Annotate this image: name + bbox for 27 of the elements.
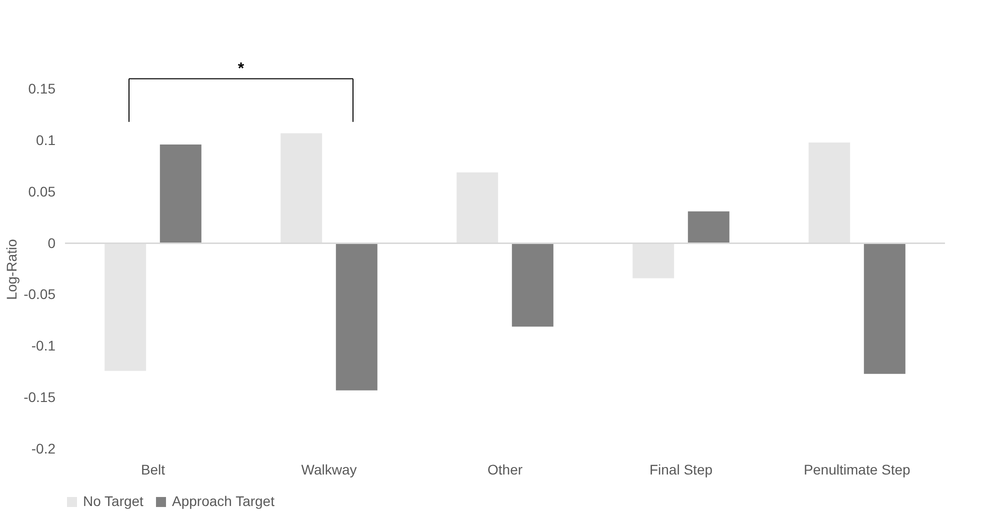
y-tick-label: -0.05	[24, 286, 56, 302]
y-axis-title: Log-Ratio	[4, 238, 20, 300]
y-tick-label: 0.15	[28, 80, 56, 96]
bar	[808, 142, 850, 244]
y-tick-label: 0	[48, 234, 56, 251]
bar	[512, 243, 554, 327]
bar	[336, 243, 378, 390]
x-tick-label: Final Step	[649, 462, 713, 478]
legend-label: Approach Target	[172, 493, 275, 509]
bar	[864, 243, 906, 374]
bar	[632, 243, 674, 278]
y-tick-label: -0.2	[31, 440, 56, 456]
x-tick-label: Other	[487, 462, 523, 478]
x-tick-label: Belt	[140, 462, 166, 478]
bar	[280, 133, 322, 244]
y-tick-label: -0.15	[24, 389, 56, 406]
x-tick-label: Penultimate Step	[804, 462, 911, 478]
y-tick-label: 0.05	[28, 183, 56, 200]
bar	[456, 172, 498, 244]
bar	[688, 211, 730, 244]
bar	[160, 144, 202, 244]
y-tick-label: -0.1	[31, 338, 56, 354]
y-tick-label: 0.1	[36, 132, 56, 148]
legend-label: No Target	[83, 493, 144, 509]
text: *	[238, 60, 245, 78]
x-tick-label: Walkway	[301, 462, 357, 478]
bar	[104, 243, 146, 371]
